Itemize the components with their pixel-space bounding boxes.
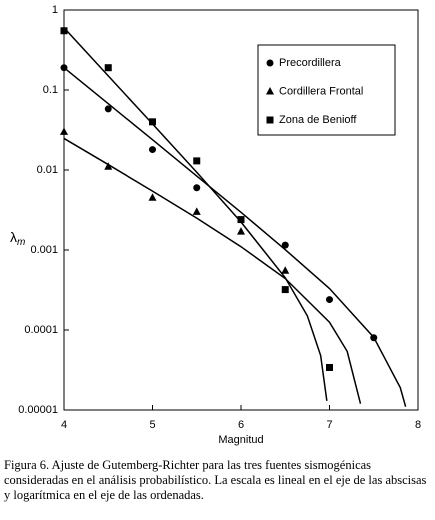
y-tick-label: 0.0001 [24,324,58,336]
y-tick-label: 0.00001 [18,404,58,416]
y-tick-label: 1 [52,4,58,16]
x-tick-label: 7 [326,419,332,431]
point [193,157,201,165]
point [104,105,112,113]
point [370,334,378,342]
point [104,162,113,170]
fit-curve [63,67,407,407]
point [60,127,68,135]
point [148,193,157,201]
legend-marker [266,87,274,95]
legend-box [257,44,396,136]
point [104,64,112,72]
x-axis-label: Magnitud [218,434,263,446]
legend-marker [266,116,274,124]
point [281,286,289,294]
point [237,216,245,224]
point [326,296,333,304]
x-tick-label: 4 [61,419,67,431]
x-tick-label: 5 [149,419,155,431]
y-axis-label-main: λ [10,229,17,245]
point [326,363,333,371]
point [60,27,68,35]
point [60,64,68,72]
y-axis-label: λm [10,229,25,248]
point [281,266,290,274]
legend-label: Precordillera [279,57,342,69]
y-tick-label: 0.01 [37,164,58,176]
point [192,207,201,215]
legend-marker [266,59,274,67]
y-tick-label: 0.001 [30,244,58,256]
point [149,118,156,126]
y-axis-label-sub: m [17,237,25,248]
point [281,241,289,249]
y-tick-label: 0.1 [43,84,58,96]
legend-label: Zona de Benioff [279,114,357,126]
point [237,227,245,235]
point [149,146,156,154]
point [193,184,201,192]
legend-label: Cordillera Frontal [279,85,363,97]
x-tick-label: 8 [415,419,421,431]
caption: Figura 6. Ajuste de Gutemberg-Richter pa… [4,458,427,502]
fit-curve [63,137,362,404]
x-tick-label: 6 [238,419,244,431]
